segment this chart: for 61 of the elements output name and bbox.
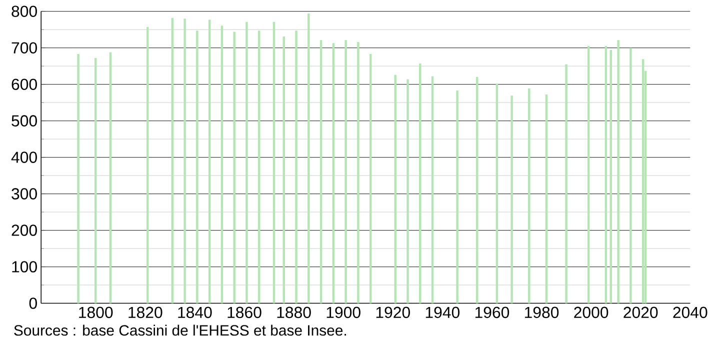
bar xyxy=(406,79,409,304)
bar xyxy=(146,26,149,304)
y-tick-label: 200 xyxy=(12,224,37,236)
x-tick-label: 1840 xyxy=(178,306,212,318)
bar xyxy=(184,18,186,304)
x-tick-label: 1800 xyxy=(79,306,113,318)
bar xyxy=(109,52,112,304)
bar xyxy=(476,76,478,304)
x-tick-label: 1900 xyxy=(326,306,360,318)
bar xyxy=(587,46,590,304)
y-tick-label: 300 xyxy=(12,188,37,200)
bar xyxy=(394,74,396,304)
bar xyxy=(258,30,260,304)
bar xyxy=(642,59,644,304)
bar xyxy=(308,13,310,304)
x-tick-label: 1960 xyxy=(475,306,510,318)
bar xyxy=(94,58,97,304)
bar xyxy=(357,42,360,304)
x-tick-label: 1880 xyxy=(277,306,311,318)
bar xyxy=(496,84,498,304)
x-tick-label: 1860 xyxy=(228,306,262,318)
y-tick-label: 800 xyxy=(12,6,37,17)
bar xyxy=(295,30,298,304)
y-tick-label: 600 xyxy=(12,78,37,90)
bar xyxy=(320,40,322,304)
bar xyxy=(610,50,612,304)
bar xyxy=(332,43,335,304)
bar xyxy=(419,63,422,304)
bar xyxy=(233,32,236,304)
bar xyxy=(171,18,174,304)
x-tick-label: 1920 xyxy=(376,306,410,318)
bar xyxy=(604,46,608,304)
x-tick-label: 1820 xyxy=(128,306,162,318)
bar xyxy=(510,96,513,304)
bar xyxy=(545,94,548,304)
x-tick-label: 1940 xyxy=(426,306,460,318)
bar xyxy=(528,88,530,304)
y-tick-label: 700 xyxy=(12,42,37,54)
bar xyxy=(246,22,248,304)
source-note: Sources : base Cassini de l'EHESS et base Insee. xyxy=(14,324,346,336)
bar xyxy=(282,36,285,304)
bar xyxy=(208,20,211,304)
bar xyxy=(369,54,372,304)
bar xyxy=(431,76,434,304)
x-tick-label: 1980 xyxy=(525,306,559,318)
bar xyxy=(565,64,568,304)
bar xyxy=(196,30,198,304)
bar xyxy=(456,90,458,304)
x-tick-label: 2040 xyxy=(673,306,708,318)
bar xyxy=(630,48,632,304)
x-tick-label: 2000 xyxy=(574,306,608,318)
y-tick-label: 100 xyxy=(12,261,37,272)
bar xyxy=(77,54,80,304)
bar xyxy=(272,22,276,304)
bar xyxy=(617,40,620,304)
y-tick-label: 0 xyxy=(29,298,37,309)
y-tick-label: 500 xyxy=(12,115,37,126)
bar xyxy=(344,40,347,304)
y-tick-label: 400 xyxy=(11,152,37,163)
x-tick-label: 2020 xyxy=(624,306,658,318)
bar xyxy=(220,26,224,304)
